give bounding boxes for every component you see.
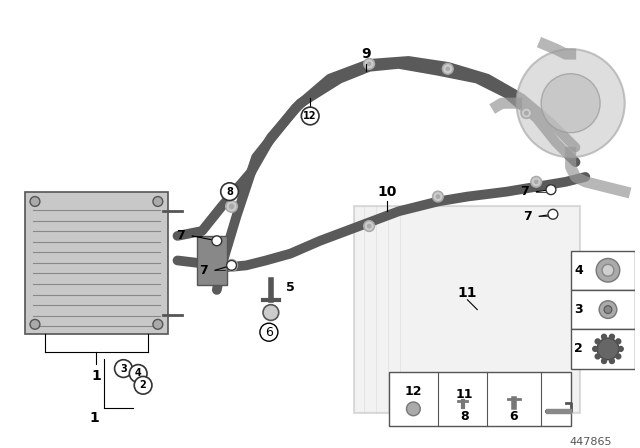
Text: 3: 3: [574, 303, 583, 316]
Text: 6: 6: [265, 326, 273, 339]
Text: 7: 7: [177, 229, 186, 242]
Text: 8: 8: [226, 187, 233, 197]
Circle shape: [153, 319, 163, 329]
Text: 6: 6: [509, 410, 518, 423]
Circle shape: [212, 236, 221, 246]
Bar: [388, 371, 571, 426]
Bar: [571, 290, 634, 329]
Circle shape: [301, 107, 319, 125]
Circle shape: [226, 201, 237, 212]
Text: 11: 11: [458, 286, 477, 300]
Text: 8: 8: [460, 410, 468, 423]
Text: 2: 2: [140, 380, 147, 390]
Circle shape: [442, 64, 453, 74]
Circle shape: [602, 358, 607, 363]
Text: 2: 2: [574, 342, 583, 355]
Bar: [571, 250, 634, 290]
Circle shape: [548, 209, 558, 219]
Text: 3: 3: [120, 364, 127, 374]
Text: 4: 4: [574, 264, 583, 277]
Circle shape: [115, 360, 132, 377]
Circle shape: [263, 305, 279, 320]
Circle shape: [433, 191, 444, 202]
Circle shape: [521, 108, 532, 118]
Circle shape: [599, 301, 617, 319]
Circle shape: [618, 346, 623, 351]
Text: 447865: 447865: [570, 437, 612, 448]
Circle shape: [602, 264, 614, 276]
Text: 10: 10: [377, 185, 397, 198]
Circle shape: [406, 402, 420, 416]
Circle shape: [364, 221, 374, 232]
Bar: [25, 192, 168, 334]
Circle shape: [129, 365, 147, 382]
Circle shape: [609, 358, 614, 363]
Circle shape: [596, 258, 620, 282]
Text: 12: 12: [404, 385, 422, 398]
Text: 5: 5: [285, 281, 294, 294]
Circle shape: [595, 339, 600, 344]
Polygon shape: [197, 236, 227, 285]
Circle shape: [30, 197, 40, 207]
Circle shape: [153, 197, 163, 207]
Circle shape: [541, 74, 600, 133]
Circle shape: [364, 59, 374, 69]
Bar: [355, 207, 580, 413]
Circle shape: [597, 338, 619, 360]
Circle shape: [595, 354, 600, 359]
Circle shape: [602, 334, 607, 339]
Circle shape: [221, 183, 239, 201]
Circle shape: [616, 354, 621, 359]
Text: 7: 7: [199, 264, 208, 277]
Circle shape: [227, 260, 236, 270]
Circle shape: [226, 259, 237, 271]
Text: 1: 1: [89, 411, 99, 425]
Circle shape: [604, 306, 612, 314]
Circle shape: [593, 346, 598, 351]
Text: 11: 11: [456, 388, 473, 401]
Text: 7: 7: [524, 210, 532, 223]
Circle shape: [531, 177, 541, 187]
Text: 9: 9: [362, 47, 371, 61]
Circle shape: [134, 376, 152, 394]
Text: 12: 12: [303, 111, 317, 121]
Circle shape: [609, 334, 614, 339]
Text: 1: 1: [92, 369, 101, 383]
Text: 7: 7: [520, 185, 529, 198]
Circle shape: [546, 185, 556, 194]
Bar: [571, 329, 634, 369]
Circle shape: [30, 319, 40, 329]
Text: 4: 4: [135, 368, 141, 379]
Circle shape: [516, 49, 625, 157]
Circle shape: [616, 339, 621, 344]
